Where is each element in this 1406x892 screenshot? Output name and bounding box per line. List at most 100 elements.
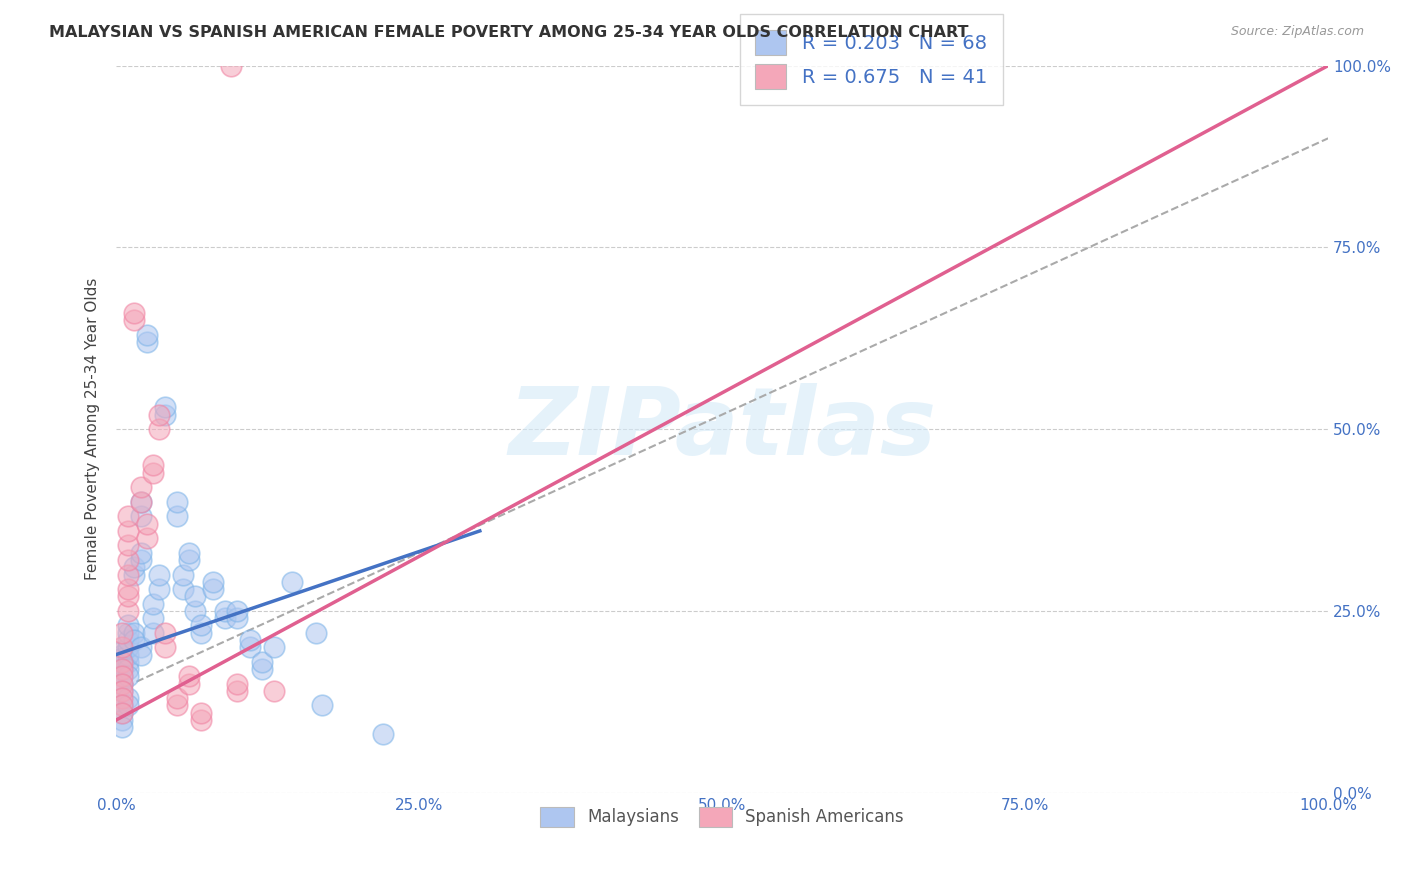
Point — [148, 567, 170, 582]
Point — [117, 618, 139, 632]
Point — [226, 676, 249, 690]
Point — [239, 632, 262, 647]
Point — [250, 655, 273, 669]
Point — [129, 546, 152, 560]
Point — [142, 611, 165, 625]
Point — [111, 698, 134, 713]
Point — [226, 604, 249, 618]
Point — [117, 538, 139, 552]
Point — [111, 691, 134, 706]
Point — [111, 625, 134, 640]
Point — [135, 327, 157, 342]
Point — [111, 713, 134, 727]
Point — [111, 720, 134, 734]
Point — [166, 691, 188, 706]
Point — [124, 313, 146, 327]
Point — [305, 625, 328, 640]
Point — [117, 553, 139, 567]
Point — [117, 524, 139, 538]
Point — [111, 698, 134, 713]
Point — [142, 466, 165, 480]
Point — [263, 684, 285, 698]
Point — [153, 625, 176, 640]
Point — [226, 611, 249, 625]
Point — [142, 625, 165, 640]
Point — [111, 669, 134, 683]
Point — [148, 408, 170, 422]
Point — [111, 684, 134, 698]
Point — [129, 553, 152, 567]
Point — [148, 422, 170, 436]
Point — [117, 509, 139, 524]
Point — [172, 567, 194, 582]
Point — [124, 567, 146, 582]
Point — [129, 495, 152, 509]
Point — [111, 658, 134, 673]
Point — [117, 648, 139, 662]
Point — [190, 706, 212, 720]
Point — [142, 597, 165, 611]
Point — [111, 655, 134, 669]
Point — [177, 669, 200, 683]
Point — [111, 684, 134, 698]
Point — [111, 640, 134, 655]
Point — [153, 408, 176, 422]
Point — [190, 618, 212, 632]
Point — [111, 676, 134, 690]
Point — [311, 698, 333, 713]
Point — [111, 651, 134, 665]
Point — [129, 480, 152, 494]
Point — [202, 574, 225, 589]
Legend: Malaysians, Spanish Americans: Malaysians, Spanish Americans — [531, 798, 912, 835]
Point — [172, 582, 194, 596]
Point — [111, 644, 134, 658]
Point — [124, 632, 146, 647]
Point — [111, 676, 134, 690]
Point — [129, 640, 152, 655]
Point — [111, 669, 134, 683]
Point — [117, 632, 139, 647]
Point — [177, 676, 200, 690]
Point — [117, 582, 139, 596]
Point — [111, 706, 134, 720]
Point — [166, 698, 188, 713]
Text: MALAYSIAN VS SPANISH AMERICAN FEMALE POVERTY AMONG 25-34 YEAR OLDS CORRELATION C: MALAYSIAN VS SPANISH AMERICAN FEMALE POV… — [49, 25, 969, 40]
Point — [153, 640, 176, 655]
Point — [117, 669, 139, 683]
Point — [190, 625, 212, 640]
Point — [124, 625, 146, 640]
Point — [129, 509, 152, 524]
Point — [111, 706, 134, 720]
Point — [135, 531, 157, 545]
Point — [117, 640, 139, 655]
Point — [124, 306, 146, 320]
Point — [239, 640, 262, 655]
Point — [117, 567, 139, 582]
Point — [214, 604, 236, 618]
Point — [202, 582, 225, 596]
Point — [153, 401, 176, 415]
Point — [177, 553, 200, 567]
Point — [142, 458, 165, 473]
Point — [117, 604, 139, 618]
Point — [111, 662, 134, 676]
Point — [117, 691, 139, 706]
Point — [117, 698, 139, 713]
Point — [117, 590, 139, 604]
Point — [111, 648, 134, 662]
Point — [184, 604, 207, 618]
Point — [166, 509, 188, 524]
Point — [263, 640, 285, 655]
Point — [135, 516, 157, 531]
Point — [166, 495, 188, 509]
Text: Source: ZipAtlas.com: Source: ZipAtlas.com — [1230, 25, 1364, 38]
Point — [117, 655, 139, 669]
Point — [371, 727, 394, 741]
Point — [214, 611, 236, 625]
Point — [184, 590, 207, 604]
Point — [281, 574, 304, 589]
Point — [129, 648, 152, 662]
Point — [190, 713, 212, 727]
Point — [111, 662, 134, 676]
Point — [117, 662, 139, 676]
